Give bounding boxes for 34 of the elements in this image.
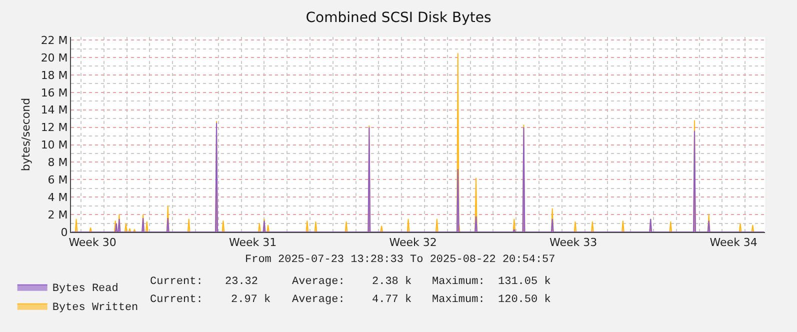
x-tick-label: Week 33	[550, 236, 598, 250]
text: Current:	[150, 276, 203, 288]
text: 131.05 k	[498, 276, 552, 288]
x-tick-label: Week 31	[228, 236, 277, 250]
text: Maximum:	[432, 276, 485, 288]
y-tick-label: 20 M	[40, 51, 68, 64]
y-tick-label: 18 M	[40, 68, 68, 82]
x-tick-label: Week 32	[389, 236, 437, 250]
y-axis-title: bytes/second	[19, 98, 32, 172]
x-tick-label: Week 30	[68, 236, 116, 250]
y-tick-label: 14 M	[40, 104, 68, 117]
y-tick-label: 16 M	[40, 86, 68, 100]
legend-label: Bytes Written	[52, 302, 138, 314]
text: 23.32	[225, 276, 258, 288]
y-tick-label: 4 M	[48, 190, 68, 204]
text: Average:	[292, 294, 345, 306]
text: Average:	[292, 276, 345, 288]
legend-label: Bytes Read	[52, 283, 118, 296]
y-tick-label: 10 M	[40, 138, 68, 152]
chart-title: Combined SCSI Disk Bytes	[306, 10, 492, 26]
text: From 2025-07-23 13:28:33 To 2025-08-22 20:54:57	[245, 254, 556, 266]
text: 120.50 k	[498, 294, 552, 306]
text: 4.77 k	[372, 294, 412, 306]
y-tick-label: 8 M	[48, 156, 68, 170]
y-tick-label: 2 M	[48, 208, 68, 222]
y-tick-label: 6 M	[48, 174, 68, 186]
y-tick-label: 0	[60, 226, 68, 239]
x-tick-label: Week 34	[710, 236, 758, 250]
text: Current:	[150, 294, 203, 306]
text: 2.38 k	[372, 276, 412, 288]
y-tick-label: 22 M	[40, 34, 68, 47]
y-tick-label: 12 M	[40, 121, 68, 134]
text: 2.97 k	[231, 294, 272, 306]
text: Maximum:	[432, 294, 485, 306]
